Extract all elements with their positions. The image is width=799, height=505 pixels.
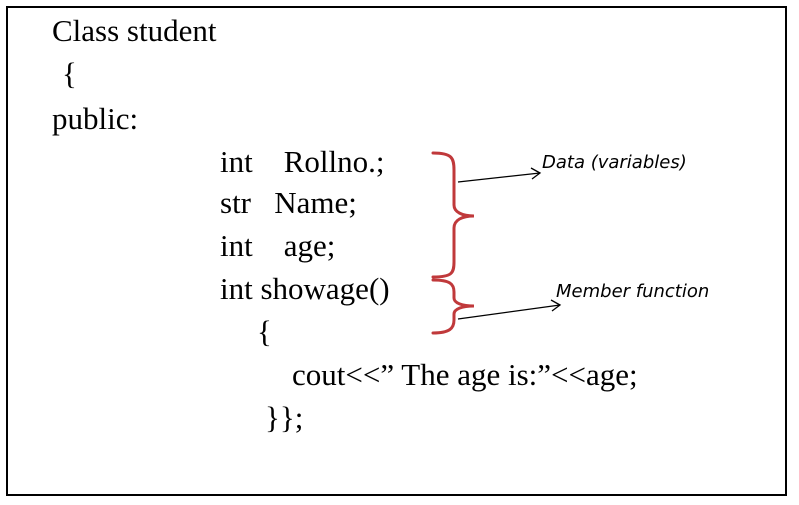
data-arrow [457,167,542,183]
member-arrow [457,299,562,320]
code-line-fn-open-brace: { [257,314,272,349]
code-line-close: }}; [265,400,304,435]
code-line-showage: int showage() [220,271,390,306]
code-line-rollno: int Rollno.; [220,144,385,179]
code-line-cout: cout<<” The age is:”<<age; [292,357,638,392]
code-line-public: public: [52,101,139,136]
diagram-frame [6,6,787,496]
data-variables-label: Data (variables) [542,152,687,173]
member-brace [431,278,475,335]
code-line-open-brace: { [62,56,77,91]
member-function-label: Member function [556,281,710,302]
data-brace [431,151,475,279]
code-line-name: str Name; [220,185,357,220]
code-line-class: Class student [52,13,217,48]
code-line-age: int age; [220,228,336,263]
